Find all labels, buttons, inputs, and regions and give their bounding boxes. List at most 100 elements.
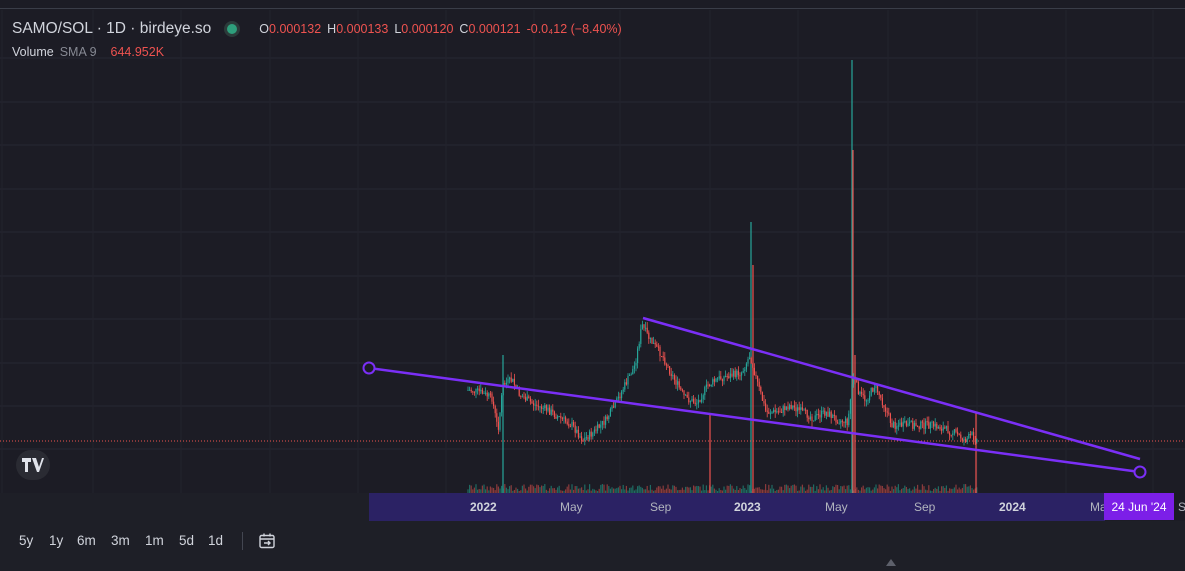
volume-bar — [950, 488, 952, 493]
volume-bar — [521, 485, 523, 493]
candle-body — [616, 398, 618, 402]
volume-bar — [597, 490, 599, 493]
volume-bar — [670, 489, 672, 493]
volume-bar — [917, 484, 919, 493]
candle-body — [469, 389, 471, 391]
volume-bar — [497, 486, 499, 493]
volume-bar — [494, 490, 496, 493]
candle-body — [541, 406, 543, 409]
volume-bar — [638, 485, 640, 493]
volume-bar — [717, 490, 719, 493]
candle-body — [529, 398, 531, 402]
volume-bar — [469, 484, 471, 493]
range-button-1y[interactable]: 1y — [49, 533, 64, 548]
volume-bar — [798, 490, 800, 493]
candle-body — [949, 433, 951, 435]
candle-body — [520, 395, 522, 397]
symbol-title[interactable]: SAMO/SOL · 1D · birdeye.so — [12, 20, 212, 37]
candle-body — [605, 416, 607, 425]
volume-bar — [936, 488, 938, 493]
candle-body — [715, 378, 717, 382]
range-button-3m[interactable]: 3m — [111, 533, 130, 548]
volume-bar — [569, 489, 571, 493]
volume-sma: SMA 9 — [59, 45, 97, 59]
volume-label[interactable]: Volume — [12, 45, 54, 59]
candle-body — [902, 421, 904, 427]
volume-bar — [913, 486, 915, 493]
volume-bar — [859, 490, 861, 493]
volume-bar — [742, 485, 744, 493]
range-button-6m[interactable]: 6m — [77, 533, 96, 548]
volume-bar — [833, 487, 835, 493]
volume-bar — [661, 488, 663, 493]
range-button-1d[interactable]: 1d — [208, 533, 224, 548]
candle-body — [659, 346, 661, 357]
candle-body — [718, 376, 720, 379]
volume-bar — [763, 489, 765, 493]
range-button-1m[interactable]: 1m — [145, 533, 164, 548]
volume-bar — [544, 484, 546, 493]
volume-bar — [926, 490, 928, 493]
volume-bar — [841, 486, 843, 493]
candle-body — [677, 381, 679, 385]
volume-bar — [488, 490, 490, 493]
candle-body — [643, 324, 645, 328]
volume-bar — [680, 489, 682, 493]
volume-bar — [805, 490, 807, 493]
candle-body — [912, 421, 914, 429]
candle-body — [857, 382, 859, 395]
volume-bar — [565, 489, 567, 493]
candle-body — [600, 424, 602, 428]
volume-bar — [480, 489, 482, 493]
volume-bar — [905, 486, 907, 493]
volume-bar — [529, 484, 531, 493]
volume-bar — [862, 485, 864, 493]
candle-body — [960, 434, 962, 439]
candle-body — [547, 407, 549, 411]
volume-bar — [758, 487, 760, 493]
tradingview-logo-icon[interactable] — [16, 450, 50, 480]
volume-bar — [885, 489, 887, 493]
candle-body — [861, 391, 863, 394]
volume-bar — [579, 488, 581, 493]
candle-body — [817, 413, 819, 415]
volume-bar — [648, 490, 650, 493]
candle-body — [667, 365, 669, 367]
candle-body — [885, 407, 887, 412]
candle-body — [774, 409, 776, 413]
candle-body — [829, 411, 831, 417]
date-range-icon[interactable] — [258, 532, 276, 555]
volume-bar — [547, 490, 549, 493]
volume-bar — [534, 488, 536, 493]
candle-body — [739, 375, 741, 377]
candle-body — [969, 433, 971, 435]
chart-area[interactable] — [0, 0, 1185, 493]
candle-body — [701, 399, 703, 402]
candle-body — [481, 389, 483, 394]
volume-bar — [918, 489, 920, 493]
candle-body — [553, 411, 555, 417]
candle-body — [763, 400, 765, 404]
volume-bar — [473, 487, 475, 493]
candle-body — [961, 438, 963, 441]
volume-bar — [881, 485, 883, 493]
volume-bar — [526, 490, 528, 493]
range-button-5d[interactable]: 5d — [179, 533, 195, 548]
volume-bar — [813, 484, 815, 493]
candle-body — [486, 392, 488, 397]
candle-body — [662, 356, 664, 358]
candle-body — [581, 436, 583, 441]
candle-body — [488, 393, 490, 397]
candle-body — [579, 436, 581, 438]
volume-bar — [899, 490, 901, 493]
price-chart[interactable] — [0, 0, 1185, 493]
candle-body — [867, 400, 869, 402]
volume-bar — [557, 487, 559, 493]
candle-body — [627, 375, 629, 385]
scroll-handle-icon[interactable] — [886, 553, 896, 571]
volume-bar — [477, 489, 479, 493]
volume-bar — [784, 484, 786, 493]
range-button-5y[interactable]: 5y — [19, 533, 34, 548]
candle-body — [841, 420, 843, 422]
volume-bar — [613, 488, 615, 493]
